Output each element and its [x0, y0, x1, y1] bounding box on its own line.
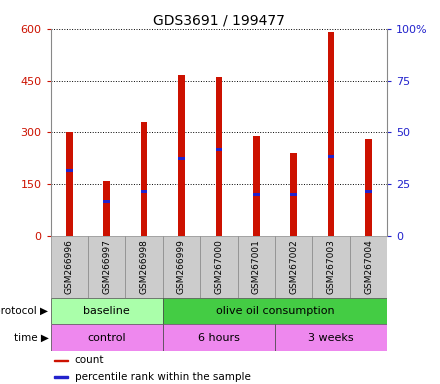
Bar: [200, 236, 238, 298]
Text: time ▶: time ▶: [14, 333, 48, 343]
Bar: [275, 324, 387, 351]
Text: GSM266996: GSM266996: [65, 240, 74, 294]
Text: percentile rank within the sample: percentile rank within the sample: [75, 372, 251, 382]
Bar: [66, 169, 73, 172]
Bar: [178, 75, 185, 236]
Text: baseline: baseline: [83, 306, 130, 316]
Text: GSM267002: GSM267002: [289, 240, 298, 294]
Bar: [103, 181, 110, 236]
Bar: [51, 324, 163, 351]
Bar: [290, 153, 297, 236]
Bar: [238, 236, 275, 298]
Bar: [88, 236, 125, 298]
Text: 3 weeks: 3 weeks: [308, 333, 354, 343]
Bar: [275, 236, 312, 298]
Title: GDS3691 / 199477: GDS3691 / 199477: [153, 14, 285, 28]
Bar: [66, 132, 73, 236]
Bar: [103, 200, 110, 204]
Bar: [365, 190, 372, 193]
Bar: [253, 193, 260, 197]
Text: GSM267001: GSM267001: [252, 240, 261, 294]
Bar: [163, 324, 275, 351]
Text: control: control: [88, 333, 126, 343]
Bar: [51, 236, 88, 298]
Text: protocol ▶: protocol ▶: [0, 306, 48, 316]
Bar: [125, 236, 163, 298]
Bar: [328, 32, 334, 236]
Bar: [54, 359, 68, 361]
Text: GSM266997: GSM266997: [102, 240, 111, 294]
Bar: [328, 155, 334, 158]
Bar: [141, 190, 147, 193]
Text: 6 hours: 6 hours: [198, 333, 240, 343]
Bar: [312, 236, 350, 298]
Text: GSM267000: GSM267000: [214, 240, 224, 294]
Text: count: count: [75, 356, 104, 366]
Bar: [253, 136, 260, 236]
Bar: [178, 157, 185, 160]
Bar: [216, 77, 222, 236]
Text: GSM266998: GSM266998: [139, 240, 149, 294]
Text: GSM267003: GSM267003: [326, 240, 336, 294]
Bar: [141, 122, 147, 236]
Bar: [54, 376, 68, 378]
Bar: [51, 298, 163, 324]
Bar: [365, 139, 372, 236]
Bar: [163, 298, 387, 324]
Text: GSM267004: GSM267004: [364, 240, 373, 294]
Bar: [216, 148, 222, 152]
Text: olive oil consumption: olive oil consumption: [216, 306, 334, 316]
Bar: [290, 193, 297, 197]
Bar: [350, 236, 387, 298]
Bar: [163, 236, 200, 298]
Text: GSM266999: GSM266999: [177, 240, 186, 294]
